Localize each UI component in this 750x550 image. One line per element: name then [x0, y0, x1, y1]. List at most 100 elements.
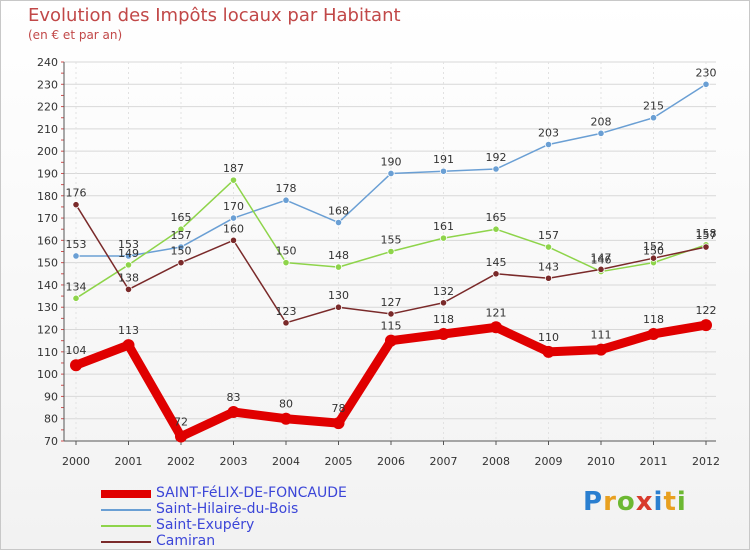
y-tick-label: 130 [37, 301, 58, 314]
y-tick-label: 70 [44, 435, 58, 448]
x-tick-label: 2011 [640, 455, 668, 468]
y-tick-label: 180 [37, 190, 58, 203]
data-label: 161 [433, 220, 454, 233]
y-tick-label: 170 [37, 212, 58, 225]
legend-label: Camiran [156, 533, 216, 549]
data-label: 132 [433, 285, 454, 298]
legend-label: SAINT-FéLIX-DE-FONCAUDE [156, 485, 347, 501]
y-tick-label: 160 [37, 234, 58, 247]
data-label: 160 [223, 222, 244, 235]
data-point [649, 254, 658, 262]
data-point [387, 169, 395, 178]
x-tick-label: 2009 [535, 455, 563, 468]
data-point [647, 327, 660, 340]
data-point [229, 176, 238, 184]
logo-letter: P [583, 487, 604, 517]
data-point [544, 140, 553, 149]
series-group [70, 80, 712, 443]
data-point [385, 334, 397, 347]
data-label: 192 [486, 151, 507, 164]
data-label: 176 [66, 187, 87, 200]
data-label: 150 [276, 245, 297, 258]
x-tick-label: 2004 [272, 455, 300, 468]
y-tick-label: 240 [37, 56, 58, 69]
data-point [597, 265, 605, 273]
data-point [177, 225, 185, 233]
data-label: 127 [381, 296, 402, 309]
data-point [649, 114, 658, 122]
proxiti-logo: Proxiti [583, 487, 687, 517]
data-point [439, 167, 448, 175]
logo-letter: i [676, 487, 687, 517]
legend-label: Saint-Hilaire-du-Bois [156, 501, 299, 517]
data-label: 134 [66, 280, 87, 293]
data-point [229, 214, 238, 222]
data-point [177, 259, 185, 267]
data-label: 83 [227, 391, 241, 404]
data-label: 149 [118, 247, 139, 260]
data-label: 123 [276, 305, 297, 318]
data-label: 145 [486, 256, 507, 269]
y-tick-label: 190 [37, 167, 58, 180]
data-point [70, 359, 82, 372]
data-point [492, 270, 500, 278]
data-point [334, 218, 343, 227]
data-label: 187 [223, 162, 244, 175]
legend-swatch [101, 509, 151, 511]
data-point [175, 430, 187, 443]
data-label: 148 [328, 249, 349, 262]
chart-subtitle: (en € et par an) [28, 28, 123, 42]
data-label: 230 [696, 66, 717, 79]
data-point [229, 236, 238, 244]
data-point [702, 80, 710, 88]
data-label: 78 [332, 402, 346, 415]
data-point [702, 243, 710, 251]
data-label: 157 [696, 229, 717, 242]
data-point [437, 327, 450, 340]
data-label: 118 [433, 313, 454, 326]
data-point [124, 285, 133, 293]
data-label: 215 [643, 100, 664, 113]
data-point [700, 319, 712, 332]
data-point [544, 243, 553, 251]
y-tick-label: 90 [44, 390, 58, 403]
data-label: 152 [643, 240, 664, 253]
y-tick-label: 200 [37, 145, 58, 158]
x-tick-label: 2001 [115, 455, 143, 468]
data-label: 153 [66, 238, 87, 251]
logo-letter: t [663, 487, 677, 517]
data-point [490, 321, 502, 334]
data-label: 153 [118, 238, 139, 251]
data-point [177, 243, 185, 251]
x-tick-label: 2012 [692, 455, 720, 468]
data-point [124, 261, 133, 269]
data-label: 146 [591, 254, 612, 267]
data-label: 157 [171, 229, 192, 242]
data-point [387, 247, 395, 256]
x-tick-label: 2010 [587, 455, 615, 468]
data-label: 190 [381, 155, 402, 168]
y-tick-label: 210 [37, 123, 58, 136]
data-point [334, 303, 343, 311]
data-point [439, 299, 448, 307]
logo-letter: i [653, 487, 664, 517]
data-label: 203 [538, 126, 559, 139]
data-label: 178 [276, 182, 297, 195]
data-point [122, 339, 135, 352]
data-point [542, 345, 555, 358]
x-tick-label: 2008 [482, 455, 510, 468]
legend-swatch [101, 525, 151, 527]
data-point [334, 263, 343, 271]
data-label: 111 [591, 329, 612, 342]
data-label: 72 [174, 416, 188, 429]
y-tick-label: 140 [37, 279, 58, 292]
data-label: 113 [118, 324, 139, 337]
grid [64, 61, 716, 441]
logo-letter: x [635, 487, 654, 517]
y-tick-label: 100 [37, 368, 58, 381]
data-label: 115 [381, 320, 402, 333]
y-tick-label: 220 [37, 101, 58, 114]
data-point [227, 406, 240, 419]
chart-title: Evolution des Impôts locaux par Habitant [28, 5, 401, 26]
